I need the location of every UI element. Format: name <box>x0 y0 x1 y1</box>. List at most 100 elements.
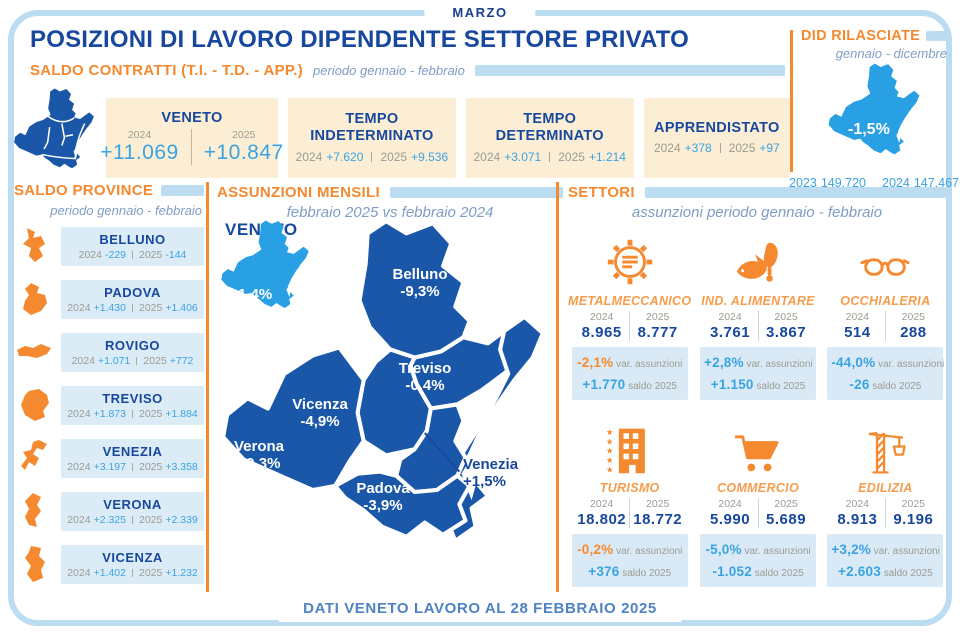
map-label-verona: Verona +0,3% <box>213 438 305 473</box>
year-label: 2025 <box>901 498 926 511</box>
region-name: Verona <box>233 438 285 455</box>
did-2024-value: 147.467 <box>913 176 959 190</box>
value-2025: 9.196 <box>893 511 934 529</box>
province-name: TREVISO <box>102 390 163 406</box>
var-label: var. assunzioni <box>873 546 940 558</box>
region-name: Vicenza <box>292 396 348 413</box>
value-2024: +3.071 <box>504 149 542 164</box>
var-assunzioni-value: +3,2% <box>831 542 871 558</box>
province-box: VICENZA 2024 +1.402 2025 +1.232 <box>61 544 204 584</box>
region-name: Treviso <box>398 360 452 377</box>
sector-stats-box: +3,2% var. assunzioni +2.603 saldo 2025 <box>827 534 944 588</box>
svg-text:★: ★ <box>606 464 613 474</box>
var-assunzioni-value: -44,0% <box>831 355 876 370</box>
svg-text:★: ★ <box>606 455 613 465</box>
region-pct: -9,3% <box>400 283 440 301</box>
var-assunzioni-value: -2,1% <box>577 355 614 370</box>
var-label: var. assunzioni <box>744 546 811 558</box>
value-2025: +3.358 <box>165 460 198 473</box>
year-label: 2025 <box>646 498 670 511</box>
veneto-2025-value: +10.847 <box>203 140 284 164</box>
divider <box>132 515 133 524</box>
province-name: VENEZIA <box>102 443 163 459</box>
province-box: TREVISO 2024 +1.873 2025 +1.884 <box>61 385 204 425</box>
value-2024: +2.325 <box>93 513 126 526</box>
province-subtitle: periodo gennaio - febbraio <box>50 203 202 218</box>
box-values: 2024 +3.071 2025 +1.214 <box>473 150 626 164</box>
veneto-mini-svg <box>219 220 311 323</box>
year-label: 2024 <box>67 460 91 473</box>
did-title: DID RILASCIATE <box>801 28 921 44</box>
province-row: VICENZA 2024 +1.402 2025 +1.232 <box>14 542 204 586</box>
sector-alimentare: IND. ALIMENTARE 2024 3.761 2025 3.867 +2,8… <box>697 229 818 401</box>
month-label: MARZO <box>424 0 536 26</box>
province-row: TREVISO 2024 +1.873 2025 +1.884 <box>14 383 204 427</box>
year-label: 2025 <box>728 141 756 156</box>
province-box: BELLUNO 2024 -229 2025 -144 <box>61 226 204 266</box>
saldo-label: saldo 2025 <box>754 567 804 579</box>
var-label: var. assunzioni <box>616 359 683 370</box>
map-label-treviso: Treviso -0,4% <box>373 360 477 395</box>
province-name: ROVIGO <box>104 337 160 353</box>
province-shape-rovigo-icon <box>14 332 56 372</box>
sector-table: 2024 5.990 2025 5.689 <box>703 498 814 529</box>
sector-table: 2024 514 2025 288 <box>830 311 941 341</box>
saldo-contratti-header: SALDO CONTRATTI (T.I. - T.D. - APP.) per… <box>30 62 785 79</box>
sector-commercio: COMMERCIO 2024 5.990 2025 5.689 -5,0% var.… <box>697 416 818 588</box>
decorative-bar <box>474 65 785 76</box>
value-2024: +1.873 <box>93 407 126 420</box>
value-2025: +97 <box>759 141 780 156</box>
divider <box>629 311 631 341</box>
veneto-2025-col: 2025 +10.847 <box>192 129 296 165</box>
year-label: 2024 <box>718 498 742 511</box>
region-pct: +1,5% <box>463 473 506 491</box>
year-label: 2025 <box>139 407 163 420</box>
veneto-mini-pct: -1,4% <box>233 286 273 303</box>
sector-name: OCCHIALERIA <box>840 294 931 308</box>
box-name: TEMPO INDETERMINATO <box>310 111 434 144</box>
region-name: Venezia <box>463 456 519 473</box>
province-box: VENEZIA 2024 +3.197 2025 +3.358 <box>61 438 204 478</box>
divider <box>132 409 133 418</box>
sector-stats-box: +2,8% var. assunzioni +1.150 saldo 2025 <box>700 347 817 401</box>
assunzioni-mensili-panel: ASSUNZIONI MENSILI febbraio 2025 vs febb… <box>206 182 563 592</box>
var-assunzioni-value: -0,2% <box>577 542 614 558</box>
sector-stats-box: -2,1% var. assunzioni +1.770 saldo 2025 <box>571 347 688 401</box>
saldo-label: saldo 2025 <box>622 567 672 579</box>
did-subtitle: gennaio - dicembre <box>835 46 947 61</box>
value-2024: 3.761 <box>710 324 751 341</box>
settori-subtitle: assunzioni periodo gennaio - febbraio <box>631 204 883 221</box>
map-label-rovigo: Rovigo -2,6% <box>281 536 451 553</box>
province-values: 2024 +1.402 2025 +1.232 <box>63 567 202 579</box>
province-row: ROVIGO 2024 +1.071 2025 +772 <box>14 330 204 374</box>
province-box: VERONA 2024 +2.325 2025 +2.339 <box>61 491 204 531</box>
did-veneto-map: -1,5% <box>826 63 922 175</box>
year-label: 2025 <box>774 311 798 323</box>
province-shape-verona-icon <box>14 491 56 531</box>
value-2024: +7.620 <box>326 149 364 164</box>
veneto-2024-value: +11.069 <box>100 140 179 164</box>
veneto-box: VENETO 2024 +11.069 2025 +10.847 <box>100 97 283 178</box>
year-label: 2025 <box>139 301 163 314</box>
region-pct: -3,9% <box>363 497 403 515</box>
region-pct: +0,3% <box>237 455 281 473</box>
year-label: 2024 <box>295 149 323 164</box>
decorative-bar <box>926 31 947 41</box>
veneto-box-values: 2024 +11.069 2025 +10.847 <box>88 128 296 165</box>
region-name: Padova <box>356 480 410 497</box>
year-label: 2024 <box>590 498 614 511</box>
sector-name: TURISMO <box>599 481 660 496</box>
value-2024: +378 <box>684 141 712 156</box>
value-2024: 5.990 <box>710 511 751 529</box>
svg-text:★: ★ <box>606 427 613 437</box>
value-2024: 8.965 <box>581 324 622 341</box>
divider <box>132 462 133 471</box>
divider <box>136 356 138 365</box>
province-values: 2024 +1.430 2025 +1.406 <box>63 302 202 314</box>
svg-text:★: ★ <box>606 437 613 447</box>
sector-table: 2024 8.913 2025 9.196 <box>830 498 941 529</box>
year-label: 2025 <box>139 248 163 261</box>
did-rilasciate-panel: DID RILASCIATE gennaio - dicembre -1,5% … <box>789 28 959 190</box>
value-2025: +9.536 <box>411 149 449 164</box>
assunzioni-subtitle: febbraio 2025 vs febbraio 2024 <box>286 204 494 221</box>
